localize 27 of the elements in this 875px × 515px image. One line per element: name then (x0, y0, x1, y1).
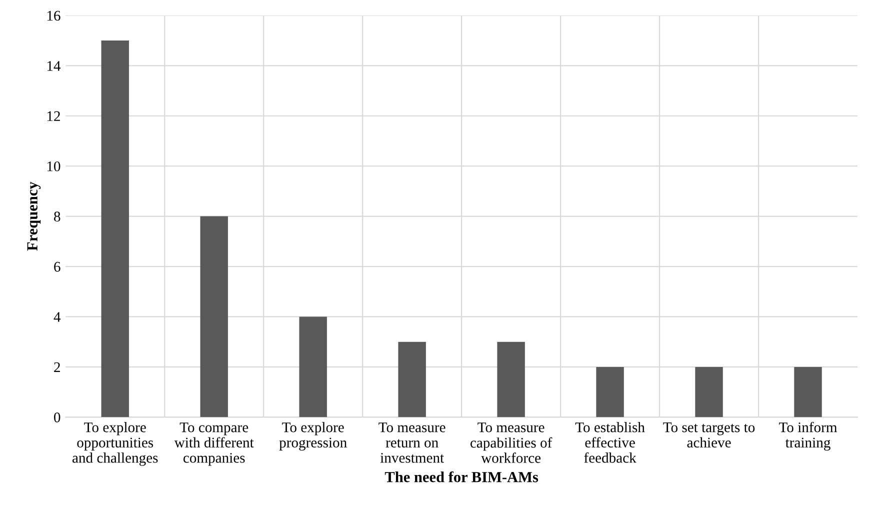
y-tick-label: 8 (54, 212, 60, 222)
x-tick-label: To measure capabilities of workforce (470, 422, 552, 463)
y-tick-label: 2 (54, 362, 60, 372)
bar (497, 342, 525, 418)
y-tick-label: 6 (54, 262, 60, 272)
bar (200, 216, 228, 418)
y-tick-label: 10 (47, 161, 60, 172)
x-tick-label: To inform training (779, 422, 838, 451)
bar (596, 366, 624, 418)
x-tick-label: To measure return on investment (378, 422, 446, 463)
y-axis-title: Frequency (27, 182, 41, 251)
x-tick-label: To explore progression (279, 422, 347, 451)
bar (794, 366, 822, 418)
bar (695, 366, 723, 418)
y-tick-label: 0 (54, 412, 60, 422)
bar (101, 40, 129, 418)
x-tick-label: To compare with different companies (174, 422, 254, 466)
y-tick-label: 4 (54, 312, 61, 322)
y-tick-label: 16 (47, 10, 60, 21)
x-tick-label: To set targets to achieve (663, 422, 755, 448)
y-tick-label: 14 (47, 61, 61, 71)
x-axis-title: The need for BIM-AMs (384, 471, 538, 482)
y-tick-label: 12 (47, 111, 60, 121)
x-tick-label: To explore opportunities and challenges (72, 422, 158, 466)
bar (398, 342, 426, 418)
bar (299, 316, 327, 418)
x-tick-label: To establish effective feedback (575, 422, 645, 463)
